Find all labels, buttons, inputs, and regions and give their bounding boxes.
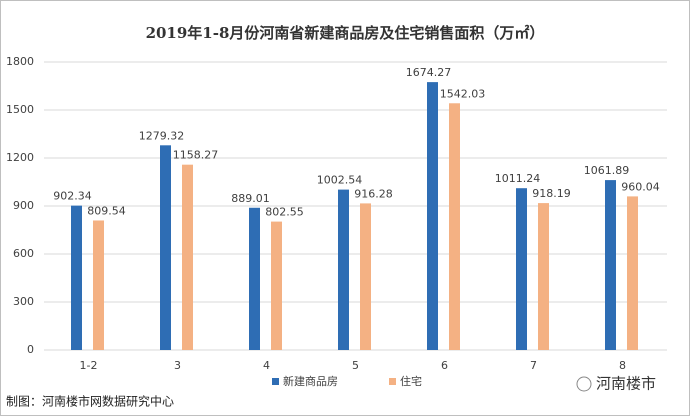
bar <box>360 203 371 350</box>
bar <box>338 189 349 350</box>
bar <box>249 207 260 350</box>
legend-swatch <box>389 378 396 385</box>
bar <box>605 180 616 350</box>
value-label: 1542.03 <box>440 87 486 100</box>
bar <box>182 164 193 350</box>
bar <box>538 203 549 350</box>
y-tick-label: 300 <box>13 295 34 308</box>
legend-label: 新建商品房 <box>283 374 338 388</box>
value-label: 809.54 <box>87 204 126 217</box>
bar <box>71 205 82 350</box>
chart-title: 2019年1-8月份河南省新建商品房及住宅销售面积（万㎡） <box>146 24 545 42</box>
bar <box>427 82 438 351</box>
y-tick-label: 600 <box>13 247 34 260</box>
value-label: 1158.27 <box>173 149 219 162</box>
x-tick-label: 8 <box>619 359 626 372</box>
x-tick-label: 1-2 <box>80 359 98 372</box>
value-label: 1002.54 <box>317 174 363 187</box>
value-label: 960.04 <box>621 180 660 193</box>
x-tick-label: 4 <box>263 359 270 372</box>
value-label: 918.19 <box>532 187 571 200</box>
value-label: 1061.89 <box>584 164 630 177</box>
value-label: 1011.24 <box>495 172 541 185</box>
bar <box>271 221 282 350</box>
value-label: 1674.27 <box>406 66 452 79</box>
x-tick-label: 3 <box>174 359 181 372</box>
y-tick-label: 1800 <box>6 55 34 68</box>
value-label: 889.01 <box>231 192 270 205</box>
bar <box>627 196 638 350</box>
legend-swatch <box>272 378 279 385</box>
y-tick-label: 900 <box>13 199 34 212</box>
value-label: 916.28 <box>354 187 393 200</box>
x-tick-label: 7 <box>530 359 537 372</box>
brand-icon <box>576 376 592 392</box>
x-tick-label: 5 <box>352 359 359 372</box>
value-label: 902.34 <box>53 190 92 203</box>
value-label: 1279.32 <box>139 129 185 142</box>
value-label: 802.55 <box>265 206 304 219</box>
brand-label: 河南楼市 <box>596 375 656 393</box>
source-note: 制图：河南楼市网数据研究中心 <box>6 394 174 409</box>
bar <box>93 220 104 350</box>
x-tick-label: 6 <box>441 359 448 372</box>
y-tick-label: 1500 <box>6 103 34 116</box>
legend-label: 住宅 <box>400 374 422 388</box>
bar <box>516 188 527 350</box>
y-tick-label: 0 <box>27 343 34 356</box>
bar <box>449 103 460 350</box>
y-tick-label: 1200 <box>6 151 34 164</box>
bar <box>160 145 171 350</box>
